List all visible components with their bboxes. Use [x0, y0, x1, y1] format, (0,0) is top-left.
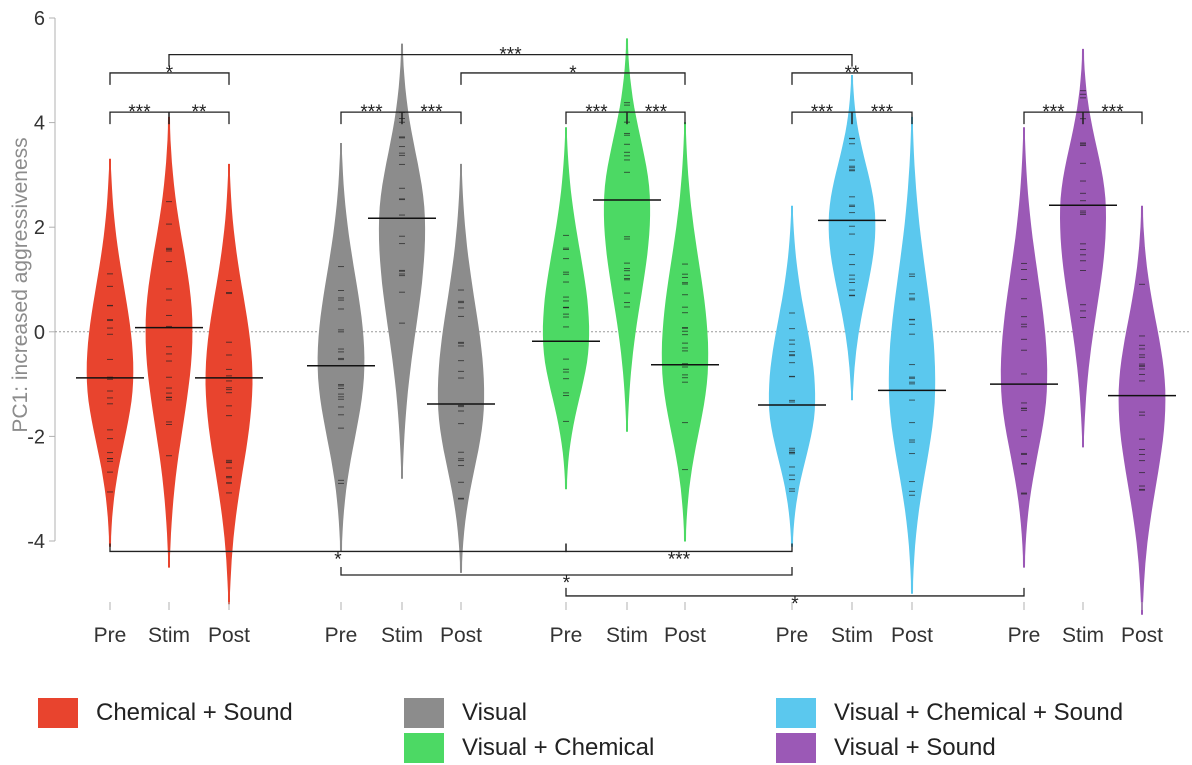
significance-label: ***: [871, 102, 894, 123]
x-tick-label: Post: [891, 624, 933, 647]
significance-label: *: [563, 573, 571, 594]
significance-label: ***: [811, 102, 834, 123]
y-tick-label: 0: [34, 322, 45, 344]
violins: [86, 38, 1166, 615]
significance-label: ***: [668, 549, 691, 570]
violin-3-post: [888, 116, 936, 594]
violin-2-pre: [542, 127, 590, 490]
x-tick-label: Post: [208, 624, 250, 647]
violin-4-pre: [1000, 127, 1048, 568]
x-tick-label: Post: [1121, 624, 1163, 647]
x-tick-label: Post: [664, 624, 706, 647]
x-tick-label: Pre: [550, 624, 583, 647]
violin-0-pre: [86, 158, 134, 547]
significance-bracket: [791, 72, 913, 85]
legend-label: Visual: [462, 699, 527, 726]
significance-bracket: [340, 566, 793, 576]
significance-label: *: [569, 63, 577, 84]
legend-item-visual: Visual: [404, 698, 527, 728]
x-tick-label: Stim: [831, 624, 873, 647]
y-tick-label: -4: [27, 531, 45, 553]
violin-2-post: [661, 122, 709, 542]
significance-label: ***: [1042, 102, 1065, 123]
significance-label: **: [192, 102, 207, 123]
legend-swatch: [38, 698, 78, 728]
x-tick-label: Stim: [1062, 624, 1104, 647]
violin-4-post: [1118, 205, 1166, 615]
violin-1-stim: [378, 43, 426, 479]
legend-swatch: [404, 698, 444, 728]
significance-label: *: [166, 63, 174, 84]
x-tick-label: Pre: [94, 624, 127, 647]
significance-bracket: [851, 111, 913, 125]
violin-0-post: [205, 163, 253, 605]
violin-0-stim: [145, 116, 193, 568]
significance-bracket: [1082, 111, 1143, 125]
significance-bracket: [460, 72, 686, 85]
legend-label: Visual + Chemical + Sound: [834, 699, 1124, 726]
x-tick-label: Pre: [1008, 624, 1041, 647]
x-tick-label: Stim: [606, 624, 648, 647]
violin-1-post: [437, 163, 485, 573]
significance-brackets: *** ********* ******* *** *** ******** **** ***…: [109, 45, 1143, 615]
y-tick-label: -2: [27, 426, 45, 448]
significance-label: *: [334, 549, 342, 570]
significance-label: *: [791, 594, 799, 615]
legend-label: Visual + Chemical: [462, 734, 655, 761]
y-tick-label: 6: [34, 8, 45, 30]
significance-label: **: [845, 63, 860, 84]
violin-1-pre: [317, 143, 365, 552]
median-lines: [76, 199, 1176, 406]
x-tick-label: Post: [440, 624, 482, 647]
x-tick-label: Stim: [148, 624, 190, 647]
legend: Chemical + Sound Visual Visual + Chemica…: [0, 690, 1192, 765]
significance-bracket: [626, 111, 686, 125]
y-axis: 6 4 2 0 -2 -4: [27, 8, 56, 553]
violin-4-stim: [1059, 48, 1107, 448]
x-tick-label: Stim: [381, 624, 423, 647]
significance-label: ***: [499, 45, 522, 66]
significance-bracket: [565, 587, 1025, 597]
significance-label: ***: [128, 102, 151, 123]
significance-bracket: [168, 111, 230, 125]
legend-item-chemical-sound: Chemical + Sound: [38, 698, 293, 728]
significance-bracket: [565, 543, 793, 553]
significance-label: ***: [360, 102, 383, 123]
significance-label: ***: [1101, 102, 1124, 123]
x-tick-label: Pre: [776, 624, 809, 647]
legend-swatch: [776, 733, 816, 763]
significance-label: ***: [585, 102, 608, 123]
significance-label: ***: [645, 102, 668, 123]
legend-label: Chemical + Sound: [96, 699, 293, 726]
legend-item-visual-chemical-sound: Visual + Chemical + Sound: [776, 698, 1123, 728]
legend-item-visual-sound: Visual + Sound: [776, 733, 996, 763]
legend-swatch: [776, 698, 816, 728]
legend-label: Visual + Sound: [834, 734, 996, 761]
legend-item-visual-chemical: Visual + Chemical: [404, 733, 654, 763]
y-tick-label: 4: [34, 113, 45, 135]
violin-3-stim: [828, 75, 876, 401]
y-axis-title: PC1: increased aggressiveness: [9, 137, 32, 432]
x-axis: Pre Stim Post Pre Stim Post Pre Stim Post Pre Stim…: [94, 602, 1163, 647]
legend-swatch: [404, 733, 444, 763]
x-tick-label: Pre: [325, 624, 358, 647]
violin-2-stim: [603, 38, 651, 432]
significance-bracket: [401, 111, 462, 125]
significance-label: ***: [420, 102, 443, 123]
y-tick-label: 2: [34, 217, 45, 239]
significance-bracket: [168, 53, 853, 67]
significance-bracket: [109, 72, 230, 85]
